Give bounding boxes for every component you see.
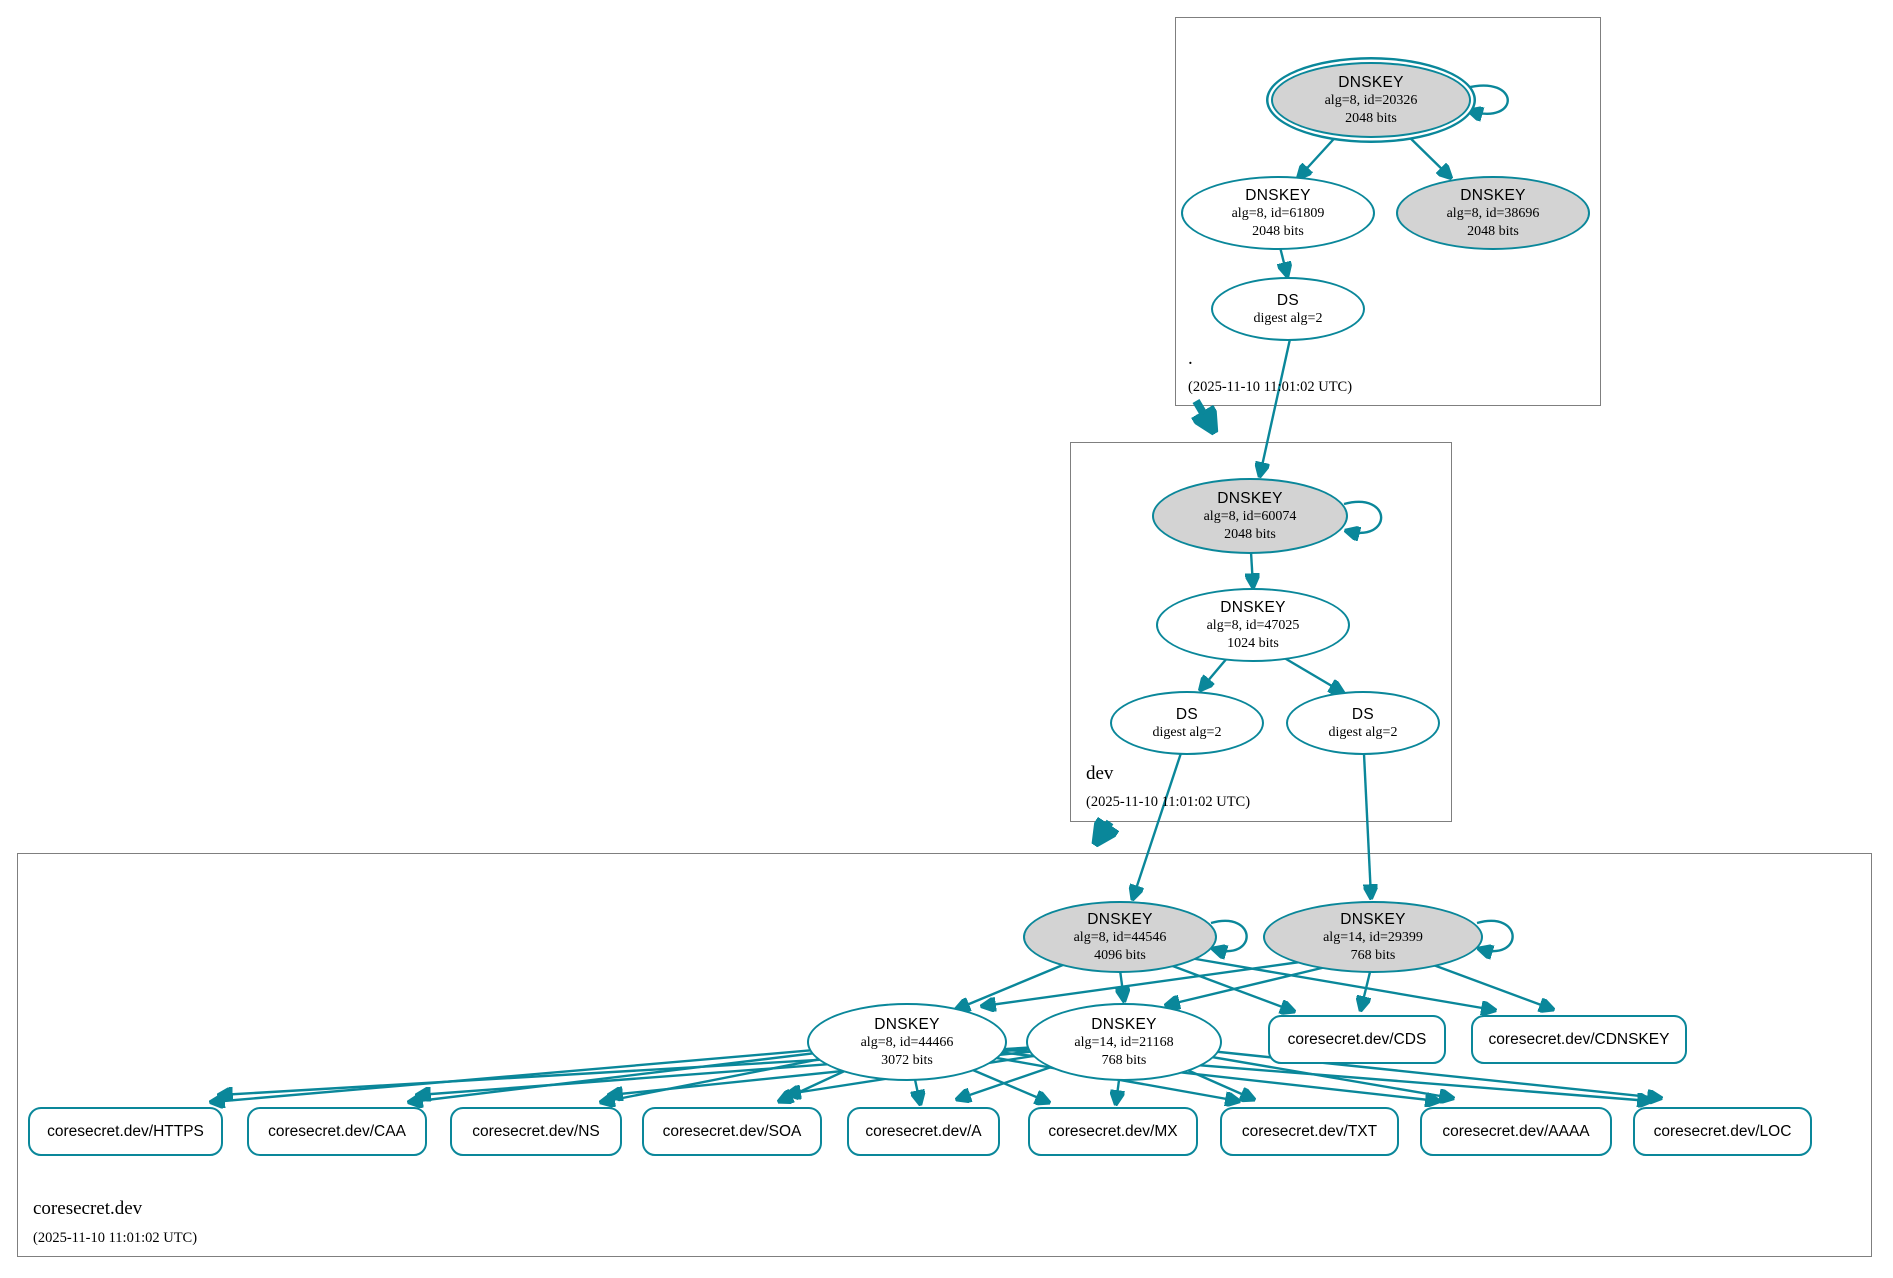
zone-label-dev: dev: [1086, 763, 1114, 784]
rrset-cds: coresecret.dev/CDS: [1268, 1015, 1446, 1064]
node-title: DNSKEY: [874, 1015, 940, 1033]
rrset-ns: coresecret.dev/NS: [450, 1107, 622, 1156]
node-detail: 4096 bits: [1094, 947, 1146, 963]
node-detail: 2048 bits: [1252, 223, 1304, 239]
node-title: DNSKEY: [1087, 910, 1153, 928]
node-detail: 3072 bits: [881, 1052, 933, 1068]
rrset-https: coresecret.dev/HTTPS: [28, 1107, 223, 1156]
node-detail: alg=8, id=38696: [1446, 206, 1540, 222]
node-title: DNSKEY: [1340, 910, 1406, 928]
node-detail: alg=8, id=44466: [860, 1035, 954, 1051]
node-title: DNSKEY: [1217, 489, 1283, 507]
ds-node-dev-1: DS digest alg=2: [1110, 691, 1264, 755]
zone-box-dev: [1070, 442, 1452, 822]
node-detail: digest alg=2: [1152, 724, 1222, 740]
node-detail: 2048 bits: [1467, 223, 1519, 239]
node-detail: digest alg=2: [1328, 724, 1398, 740]
rrset-soa: coresecret.dev/SOA: [642, 1107, 822, 1156]
node-title: DNSKEY: [1091, 1015, 1157, 1033]
rrset-loc: coresecret.dev/LOC: [1633, 1107, 1812, 1156]
node-detail: alg=8, id=60074: [1203, 509, 1297, 525]
node-detail: 768 bits: [1350, 947, 1396, 963]
zone-box-root: [1175, 17, 1601, 406]
node-detail: alg=8, id=47025: [1206, 618, 1300, 634]
node-detail: digest alg=2: [1253, 310, 1323, 326]
node-detail: alg=14, id=21168: [1074, 1035, 1174, 1051]
zone-timestamp-root: (2025-11-10 11:01:02 UTC): [1188, 379, 1353, 395]
node-title: DNSKEY: [1460, 186, 1526, 204]
zone-label-coresecret-dev: coresecret.dev: [33, 1198, 143, 1219]
node-title: DNSKEY: [1245, 186, 1311, 204]
ds-node-root: DS digest alg=2: [1211, 277, 1365, 341]
dnskey-node-root-ksk-20326: DNSKEY alg=8, id=20326 2048 bits: [1271, 62, 1471, 138]
node-detail: 2048 bits: [1345, 110, 1397, 126]
node-title: DNSKEY: [1338, 73, 1404, 91]
node-title: DS: [1276, 291, 1300, 309]
rrset-cdnskey: coresecret.dev/CDNSKEY: [1471, 1015, 1687, 1064]
zone-box-coresecret-dev: [17, 853, 1872, 1257]
rrset-aaaa: coresecret.dev/AAAA: [1420, 1107, 1612, 1156]
dnskey-node-cs-ksk-44546: DNSKEY alg=8, id=44546 4096 bits: [1023, 901, 1217, 973]
dnskey-node-root-38696: DNSKEY alg=8, id=38696 2048 bits: [1396, 176, 1590, 250]
dnskey-node-cs-21168: DNSKEY alg=14, id=21168 768 bits: [1026, 1003, 1222, 1081]
dnskey-node-cs-ksk-29399: DNSKEY alg=14, id=29399 768 bits: [1263, 901, 1483, 973]
node-detail: 1024 bits: [1227, 635, 1279, 651]
rrset-caa: coresecret.dev/CAA: [247, 1107, 427, 1156]
node-title: DS: [1351, 705, 1375, 723]
dnskey-node-dev-47025: DNSKEY alg=8, id=47025 1024 bits: [1156, 588, 1350, 662]
rrset-mx: coresecret.dev/MX: [1028, 1107, 1198, 1156]
node-title: DNSKEY: [1220, 598, 1286, 616]
dnskey-node-cs-44466: DNSKEY alg=8, id=44466 3072 bits: [807, 1003, 1007, 1081]
node-detail: alg=8, id=61809: [1231, 206, 1325, 222]
zone-timestamp-coresecret-dev: (2025-11-10 11:01:02 UTC): [33, 1230, 198, 1246]
ds-node-dev-2: DS digest alg=2: [1286, 691, 1440, 755]
node-detail: 2048 bits: [1224, 526, 1276, 542]
zone-label-root: .: [1188, 348, 1193, 369]
zone-timestamp-dev: (2025-11-10 11:01:02 UTC): [1086, 794, 1251, 810]
rrset-a: coresecret.dev/A: [847, 1107, 1000, 1156]
dnskey-node-root-61809: DNSKEY alg=8, id=61809 2048 bits: [1181, 176, 1375, 250]
node-title: DS: [1175, 705, 1199, 723]
node-detail: alg=8, id=44546: [1073, 930, 1167, 946]
dnskey-node-dev-ksk-60074: DNSKEY alg=8, id=60074 2048 bits: [1152, 478, 1348, 554]
node-detail: alg=8, id=20326: [1324, 93, 1418, 109]
rrset-txt: coresecret.dev/TXT: [1220, 1107, 1399, 1156]
node-detail: alg=14, id=29399: [1323, 930, 1423, 946]
node-detail: 768 bits: [1101, 1052, 1147, 1068]
